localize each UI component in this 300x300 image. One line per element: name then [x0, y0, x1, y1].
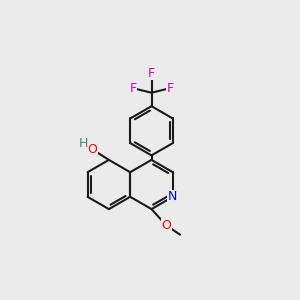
Text: O: O: [162, 219, 171, 232]
Text: F: F: [148, 67, 155, 80]
Text: H: H: [79, 137, 88, 150]
Text: F: F: [167, 82, 174, 95]
Text: F: F: [129, 82, 137, 95]
Text: N: N: [168, 190, 178, 203]
Text: O: O: [88, 143, 97, 156]
